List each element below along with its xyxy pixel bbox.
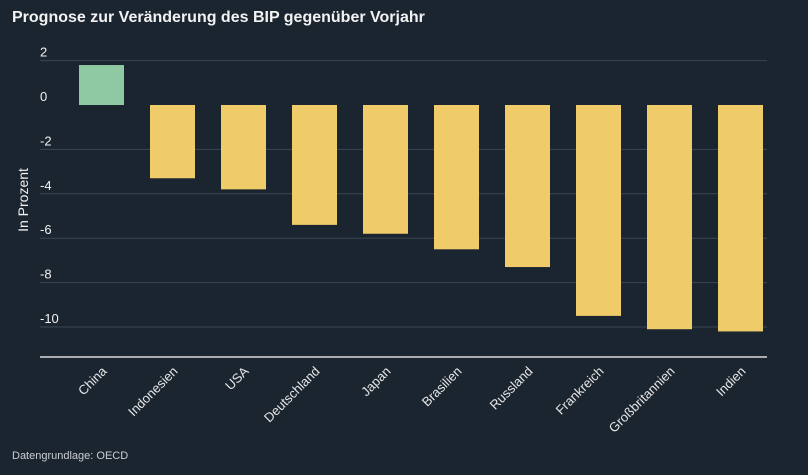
bar-usa [221, 105, 266, 190]
y-tick-label: -4 [40, 178, 52, 193]
y-tick-label: -10 [40, 311, 59, 326]
bar-japan [363, 105, 408, 234]
y-axis-title: In Prozent [15, 168, 31, 232]
y-tick-label: 2 [40, 45, 47, 60]
y-tick-label: -6 [40, 222, 52, 237]
x-tick-label: Brasilien [419, 364, 465, 410]
bar-china [79, 65, 124, 105]
bar-frankreich [576, 105, 621, 316]
bar-brasilien [434, 105, 479, 250]
x-tick-label: China [75, 363, 110, 398]
chart-title: Prognose zur Veränderung des BIP gegenüb… [12, 9, 425, 26]
y-axis-ticks: 2 0 -2 -4 -6 -8 -10 [40, 45, 59, 326]
x-tick-label: Deutschland [261, 364, 323, 426]
bars [79, 65, 763, 332]
bar-russland [505, 105, 550, 268]
x-tick-label: Großbritannien [606, 364, 678, 436]
bar-indonesien [150, 105, 195, 179]
x-tick-label: USA [222, 363, 252, 393]
bar-deutschland [292, 105, 337, 225]
y-tick-label: 0 [40, 89, 47, 104]
x-axis-labels: China Indonesien USA Deutschland Japan Brasil… [75, 363, 749, 435]
x-tick-label: Japan [358, 364, 394, 400]
bar-indien [718, 105, 763, 332]
source-note: Datengrundlage: OECD [12, 450, 129, 462]
x-tick-label: Indien [713, 364, 749, 400]
x-tick-label: Indonesien [125, 364, 181, 420]
y-tick-label: -8 [40, 267, 52, 282]
bar-großbritannien [647, 105, 692, 330]
x-tick-label: Russland [487, 364, 536, 413]
y-tick-label: -2 [40, 133, 52, 148]
x-tick-label: Frankreich [553, 364, 607, 418]
